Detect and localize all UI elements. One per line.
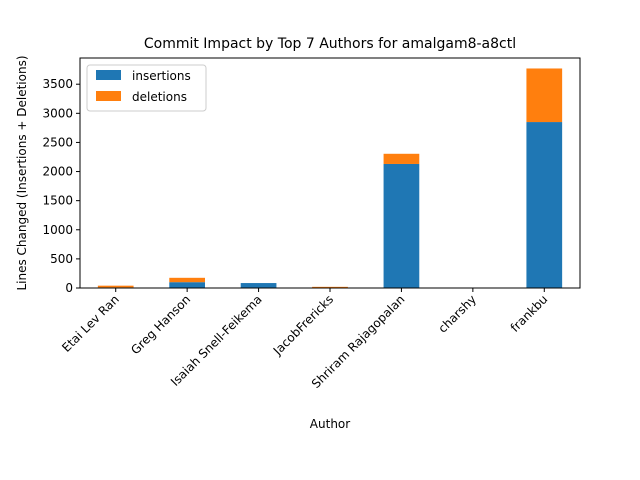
bar-insertions-6 <box>526 122 563 289</box>
y-tick-label: 2000 <box>42 165 73 179</box>
x-tick-label: frankbu <box>508 292 551 335</box>
bars-layer <box>97 68 563 289</box>
y-tick-label: 1500 <box>42 194 73 208</box>
y-tick-label: 500 <box>50 252 73 266</box>
legend-swatch-insertions <box>96 70 121 80</box>
legend-label-insertions: insertions <box>132 69 191 83</box>
chart-title: Commit Impact by Top 7 Authors for amalg… <box>144 36 516 52</box>
x-tick-label: Etai Lev Ran <box>59 292 122 355</box>
y-tick-label: 0 <box>65 281 73 295</box>
bar-deletions-6 <box>526 68 563 123</box>
x-tick-label: Greg Hanson <box>128 292 193 357</box>
legend-label-deletions: deletions <box>132 90 187 104</box>
legend: insertions deletions <box>86 64 207 112</box>
legend-swatch-deletions <box>96 91 121 101</box>
bar-deletions-3 <box>312 286 348 288</box>
y-tick-label: 2500 <box>42 135 73 149</box>
bar-deletions-0 <box>97 285 134 288</box>
bar-insertions-4 <box>383 163 420 288</box>
x-tick-label: JacobFrericks <box>270 292 336 358</box>
y-axis-label: Lines Changed (Insertions + Deletions) <box>15 55 29 290</box>
x-axis-label: Author <box>310 417 350 431</box>
bar-deletions-4 <box>383 153 420 164</box>
bar-deletions-1 <box>169 277 205 283</box>
y-tick-label: 1000 <box>42 223 73 237</box>
x-tick-label: charshy <box>436 292 479 335</box>
y-tick-label: 3500 <box>42 77 73 91</box>
bar-insertions-1 <box>169 282 205 288</box>
y-tick-label: 3000 <box>42 106 73 120</box>
y-axis: 0 500 1000 1500 2000 2500 3000 3500 <box>42 77 80 295</box>
bar-insertions-2 <box>240 283 277 288</box>
